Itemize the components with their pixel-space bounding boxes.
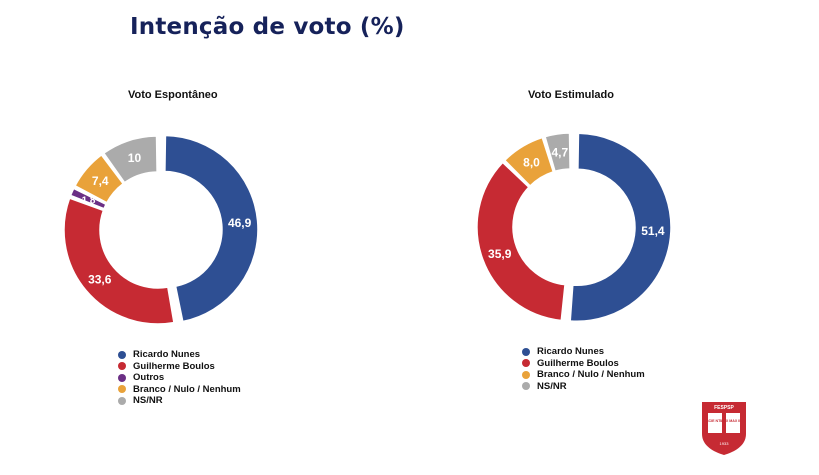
data-label-ricardo-nunes: 51,4 xyxy=(641,224,665,238)
donut-slice-branco-nulo-nenhum xyxy=(74,153,125,204)
chart-title-espontaneo: Voto Espontâneo xyxy=(128,89,218,101)
legend-label: NS/NR xyxy=(133,395,163,407)
legend-estimulado: Ricardo Nunes Guilherme Boulos Branco / Nu… xyxy=(522,346,645,392)
legend-item-ns-nr: NS/NR xyxy=(522,381,645,393)
legend-item-ricardo-nunes: Ricardo Nunes xyxy=(118,349,241,361)
donut-slice-ns-nr xyxy=(544,132,571,173)
legend-swatch xyxy=(522,359,530,368)
legend-item-branco-nulo-nenhum: Branco / Nulo / Nenhum xyxy=(522,369,645,381)
chart-title-estimulado: Voto Estimulado xyxy=(528,89,614,101)
data-label-ricardo-nunes: 46,9 xyxy=(228,216,252,230)
page-title: Intenção de voto (%) xyxy=(130,14,405,40)
data-label-guilherme-boulos: 33,6 xyxy=(88,272,112,286)
data-label-outros: 1,8 xyxy=(82,196,96,207)
legend-swatch xyxy=(522,370,530,379)
donut-slice-outros xyxy=(69,187,107,210)
legend-label: NS/NR xyxy=(537,380,567,392)
data-label-guilherme-boulos: 35,9 xyxy=(488,247,512,261)
legend-item-outros: Outros xyxy=(118,372,241,384)
legend-label: Ricardo Nunes xyxy=(537,346,605,358)
seal-name: FESPSP xyxy=(714,405,734,411)
legend-swatch xyxy=(522,382,530,391)
donut-slice-ricardo-nunes xyxy=(569,132,672,323)
legend-label: Ricardo Nunes xyxy=(133,349,201,361)
data-label-branco-nulo-nenhum: 7,4 xyxy=(92,174,109,188)
legend-label: Branco / Nulo / Nenhum xyxy=(133,383,241,395)
fespsp-seal-logo: FESPSP SCIE NTIA LUX MAX IMA 1933 xyxy=(702,402,746,455)
legend-label: Outros xyxy=(133,372,165,384)
legend-swatch xyxy=(118,385,126,394)
data-label-ns-nr: 10 xyxy=(128,151,142,165)
legend-item-branco-nulo-nenhum: Branco / Nulo / Nenhum xyxy=(118,384,241,396)
legend-swatch xyxy=(118,373,126,382)
donut-slice-ns-nr xyxy=(102,135,158,184)
legend-label: Guilherme Boulos xyxy=(133,360,215,372)
seal-year: 1933 xyxy=(720,441,730,446)
donut-slice-ricardo-nunes xyxy=(164,134,259,323)
donut-slice-branco-nulo-nenhum xyxy=(503,136,555,187)
legend-swatch xyxy=(118,362,126,371)
legend-label: Branco / Nulo / Nenhum xyxy=(537,369,645,381)
legend-label: Guilherme Boulos xyxy=(537,357,619,369)
legend-item-ns-nr: NS/NR xyxy=(118,395,241,407)
legend-swatch xyxy=(522,347,530,356)
donut-slice-guilherme-boulos xyxy=(476,161,566,322)
legend-item-guilherme-boulos: Guilherme Boulos xyxy=(118,361,241,373)
donut-slice-guilherme-boulos xyxy=(63,197,175,325)
legend-swatch xyxy=(118,396,126,405)
seal-text-right: LUX MAX IMA xyxy=(721,419,745,423)
legend-espontaneo: Ricardo Nunes Guilherme Boulos Outros Branc… xyxy=(118,349,241,407)
data-label-branco-nulo-nenhum: 8,0 xyxy=(523,156,540,170)
legend-item-guilherme-boulos: Guilherme Boulos xyxy=(522,358,645,370)
seal-text-left: SCIE NTIA xyxy=(706,419,724,423)
legend-item-ricardo-nunes: Ricardo Nunes xyxy=(522,346,645,358)
data-label-ns-nr: 4,7 xyxy=(551,145,568,159)
legend-swatch xyxy=(118,350,126,359)
